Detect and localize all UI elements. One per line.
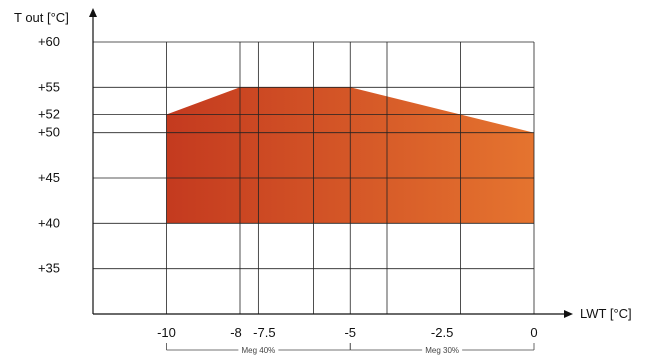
y-tick-label: +50 bbox=[38, 125, 60, 140]
y-tick-label: +40 bbox=[38, 215, 60, 230]
x-tick-label: -7.5 bbox=[253, 325, 275, 340]
x-tick-label: -8 bbox=[230, 325, 242, 340]
x-axis-arrow bbox=[564, 310, 573, 318]
x-tick-label: -10 bbox=[157, 325, 176, 340]
x-tick-label: 0 bbox=[530, 325, 537, 340]
x-tick-label: -2.5 bbox=[431, 325, 453, 340]
y-axis-arrow bbox=[89, 8, 97, 17]
y-tick-label: +52 bbox=[38, 107, 60, 122]
x-tick-label: -5 bbox=[344, 325, 356, 340]
y-tick-label: +55 bbox=[38, 79, 60, 94]
annotation-label: Meg 40% bbox=[241, 346, 275, 355]
annotation-label: Meg 30% bbox=[425, 346, 459, 355]
y-tick-label: +45 bbox=[38, 170, 60, 185]
y-tick-label: +35 bbox=[38, 261, 60, 276]
x-axis-title: LWT [°C] bbox=[580, 306, 632, 321]
y-axis-title: T out [°C] bbox=[14, 10, 69, 25]
y-tick-label: +60 bbox=[38, 34, 60, 49]
